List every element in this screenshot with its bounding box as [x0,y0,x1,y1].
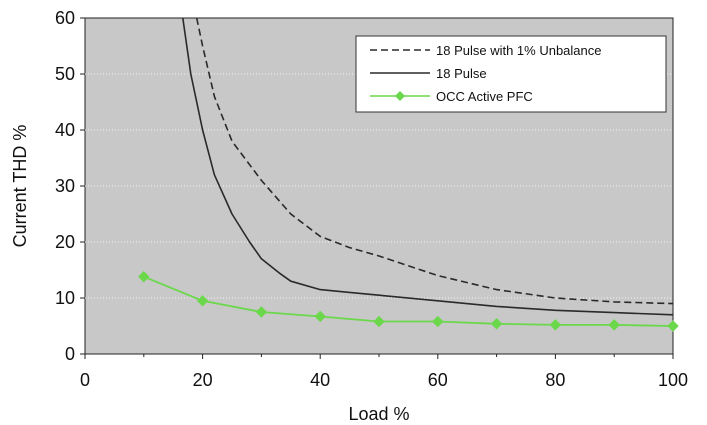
legend-label: 18 Pulse [436,66,487,81]
data-point-marker [373,315,385,328]
data-point-marker [608,319,620,331]
data-point-marker [490,318,503,330]
y-tick-label: 30 [55,176,75,196]
x-tick-label: 20 [193,370,213,390]
axis-layer: 0 10 20 30 40 50 60 0 20 40 60 80 100 [55,8,688,390]
legend-box [355,35,667,113]
y-tick-label: 50 [55,64,75,84]
x-tick-label: 60 [428,370,448,390]
data-point-marker [196,295,209,307]
data-point-marker [138,271,150,283]
legend-label: OCC Active PFC [436,89,533,104]
x-tick-label: 40 [310,370,330,390]
x-tick-label: 0 [80,370,90,390]
y-tick-label: 20 [55,232,75,252]
y-tick-label: 40 [55,120,75,140]
y-tick-label: 0 [65,344,75,364]
occ-series-line [143,275,673,327]
legend-items: 18 Pulse with 1% Unbalance 18 Pulse OCC Ac… [370,43,602,104]
y-tick-label: 60 [55,8,75,28]
data-point-marker [314,310,326,323]
legend: 18 Pulse with 1% Unbalance 18 Pulse OCC Ac… [355,35,667,113]
dashed-series-line [195,18,673,305]
x-axis-title: Load % [348,404,409,424]
legend-label: 18 Pulse with 1% Unbalance [436,43,602,58]
x-tick-label: 80 [545,370,565,390]
data-point-marker [667,320,679,332]
data-point-marker [549,319,562,331]
data-point-marker [432,315,444,328]
y-axis-title: Current THD % [10,125,30,248]
legend-marker [395,91,405,101]
y-tick-label: 10 [55,288,75,308]
solid-series-line [181,18,673,316]
x-tick-label: 100 [658,370,688,390]
series-layer [138,18,679,332]
data-point-marker [255,306,268,318]
